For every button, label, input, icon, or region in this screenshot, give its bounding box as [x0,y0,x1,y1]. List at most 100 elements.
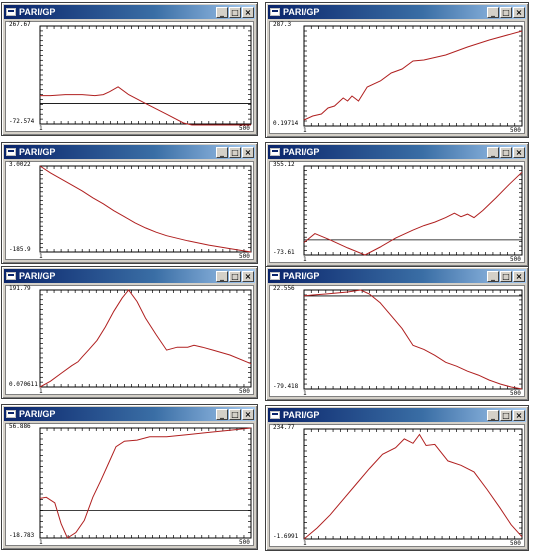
plot-window[interactable]: PARI/GP _ □ × 56.886 -18.783 1 500 [1,404,258,550]
y-max-label: 3.0022 [9,161,31,168]
title-bar[interactable]: PARI/GP _ □ × [268,269,526,283]
close-button[interactable]: × [242,6,254,18]
maximize-button[interactable]: □ [500,146,512,158]
close-button[interactable]: × [513,6,525,18]
function-plot [303,289,523,390]
y-min-label: -72.574 [9,118,35,125]
plot-curve [39,289,252,388]
x-min-label: 1 [303,127,307,134]
y-min-label: -1.6991 [273,533,299,540]
minimize-button[interactable]: _ [216,6,228,18]
plot-window[interactable]: PARI/GP _ □ × 287.3 0.19714 1 500 [265,2,529,138]
plot-canvas: 191.79 0.070611 1 500 [5,285,254,395]
close-button[interactable]: × [242,408,254,420]
title-bar[interactable]: PARI/GP _ □ × [268,5,526,19]
minimize-button[interactable]: _ [487,6,499,18]
x-max-label: 500 [510,390,521,397]
minimize-button[interactable]: _ [487,270,499,282]
x-min-label: 1 [303,256,307,263]
plot-window[interactable]: PARI/GP _ □ × 3.0022 -185.9 1 500 [1,142,258,264]
plot-canvas: 22.556 -79.418 1 500 [269,285,525,397]
minimize-button[interactable]: _ [487,409,499,421]
y-max-label: 191.79 [9,285,31,292]
plot-frame [39,289,252,388]
y-max-label: 56.886 [9,423,31,430]
title-bar[interactable]: PARI/GP _ □ × [268,408,526,422]
maximize-button[interactable]: □ [500,270,512,282]
x-max-label: 500 [239,253,250,260]
app-window-icon [6,410,16,418]
close-button[interactable]: × [513,409,525,421]
y-min-label: -73.61 [273,249,295,256]
y-max-label: 267.67 [9,21,31,28]
window-title: PARI/GP [19,271,56,281]
maximize-button[interactable]: □ [500,409,512,421]
x-max-label: 500 [239,388,250,395]
plot-curve [303,30,523,121]
window-title: PARI/GP [283,271,320,281]
x-max-label: 500 [510,256,521,263]
y-max-label: 287.3 [273,21,292,28]
plot-frame [303,165,523,256]
x-min-label: 1 [303,540,307,547]
maximize-button[interactable]: □ [500,6,512,18]
maximize-button[interactable]: □ [229,146,241,158]
plot-canvas: 355.12 -73.61 1 500 [269,161,525,263]
plot-frame [303,428,523,540]
title-bar[interactable]: PARI/GP _ □ × [4,145,255,159]
plot-window[interactable]: PARI/GP _ □ × 267.67 -72.574 1 500 [1,2,258,136]
plot-curve [39,165,252,253]
window-title: PARI/GP [19,409,56,419]
function-plot [39,165,252,253]
plot-window[interactable]: PARI/GP _ □ × 234.77 -1.6991 1 500 [265,405,529,551]
close-button[interactable]: × [242,146,254,158]
plot-window[interactable]: PARI/GP _ □ × 355.12 -73.61 1 500 [265,142,529,267]
title-bar[interactable]: PARI/GP _ □ × [4,269,255,283]
minimize-button[interactable]: _ [487,146,499,158]
plot-curve [303,433,523,540]
y-max-label: 234.77 [273,424,295,431]
title-bar[interactable]: PARI/GP _ □ × [4,407,255,421]
plot-canvas: 234.77 -1.6991 1 500 [269,424,525,547]
plot-canvas: 56.886 -18.783 1 500 [5,423,254,546]
minimize-button[interactable]: _ [216,408,228,420]
plot-frame [303,289,523,390]
app-window-icon [6,148,16,156]
minimize-button[interactable]: _ [216,270,228,282]
plot-curve [40,86,251,126]
y-min-label: 0.19714 [273,120,299,127]
function-plot [39,427,252,539]
window-title: PARI/GP [19,7,56,17]
plot-frame [39,427,252,539]
plot-canvas: 267.67 -72.574 1 500 [5,21,254,132]
function-plot [39,25,252,126]
app-window-icon [270,8,280,16]
y-min-label: -185.9 [9,246,31,253]
plot-frame [303,25,523,127]
minimize-button[interactable]: _ [216,146,228,158]
title-bar[interactable]: PARI/GP _ □ × [4,5,255,19]
plot-frame [39,25,252,125]
app-window-icon [270,272,280,280]
plot-curve [39,427,252,539]
maximize-button[interactable]: □ [229,6,241,18]
maximize-button[interactable]: □ [229,270,241,282]
x-min-label: 1 [39,125,43,132]
x-max-label: 500 [239,125,250,132]
x-max-label: 500 [239,539,250,546]
x-min-label: 1 [39,539,43,546]
y-max-label: 22.556 [273,285,295,292]
plot-window[interactable]: PARI/GP _ □ × 22.556 -79.418 1 500 [265,266,529,401]
title-bar[interactable]: PARI/GP _ □ × [268,145,526,159]
window-title: PARI/GP [283,147,320,157]
x-max-label: 500 [510,540,521,547]
close-button[interactable]: × [242,270,254,282]
maximize-button[interactable]: □ [229,408,241,420]
close-button[interactable]: × [513,146,525,158]
y-max-label: 355.12 [273,161,295,168]
y-min-label: -18.783 [9,532,35,539]
plot-window[interactable]: PARI/GP _ □ × 191.79 0.070611 1 500 [1,266,258,399]
window-title: PARI/GP [283,7,320,17]
function-plot [303,25,523,127]
close-button[interactable]: × [513,270,525,282]
